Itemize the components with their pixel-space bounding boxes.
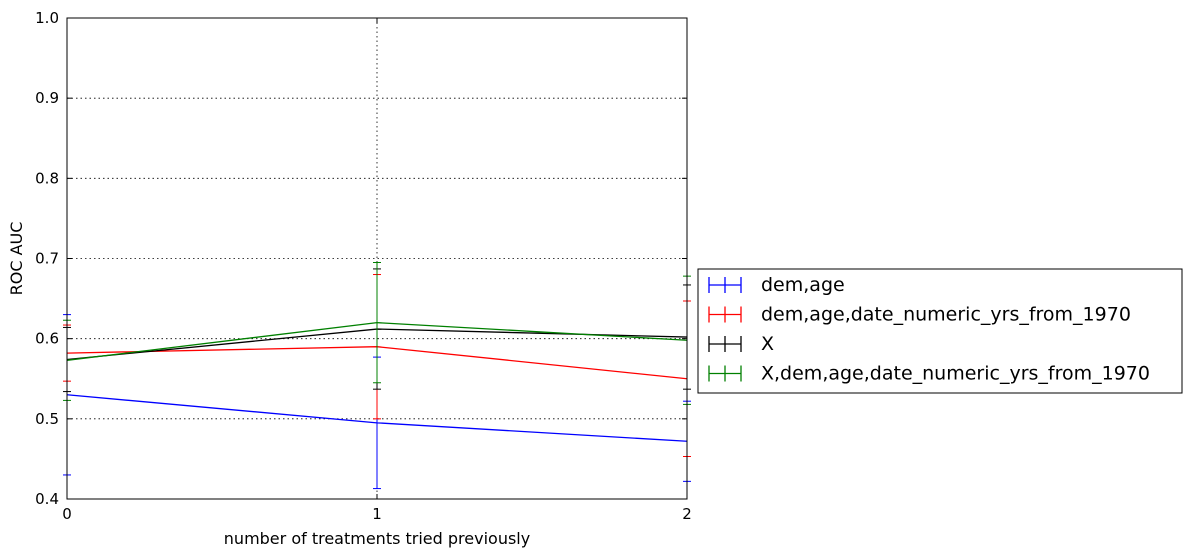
- legend-label: X,dem,age,date_numeric_yrs_from_1970: [761, 363, 1150, 385]
- x-tick-label: 0: [62, 505, 72, 523]
- y-tick-label: 0.4: [35, 490, 59, 508]
- series-layer: [63, 262, 691, 490]
- legend-item: dem,age,date_numeric_yrs_from_1970: [708, 304, 1131, 326]
- legend-frame: [697, 268, 1183, 394]
- y-tick-label: 0.5: [35, 410, 59, 428]
- y-tick-label: 0.8: [35, 169, 59, 187]
- x-tick-label: 2: [682, 505, 692, 523]
- series-line: [66, 394, 688, 442]
- legend-item: dem,age: [708, 274, 845, 296]
- y-axis-label: ROC AUC: [7, 222, 26, 296]
- series-3: [63, 262, 691, 405]
- legend-item: X: [708, 333, 774, 355]
- y-tick-label: 0.9: [35, 89, 59, 107]
- x-tick-label: 1: [372, 505, 382, 523]
- x-axis-label: number of treatments tried previously: [224, 529, 530, 548]
- legend: dem,age dem,age,date_numeric_yrs_from_197…: [697, 268, 1183, 394]
- series-line: [66, 321, 688, 361]
- y-tick-label: 0.6: [35, 330, 59, 348]
- legend-label: dem,age,date_numeric_yrs_from_1970: [761, 304, 1131, 326]
- y-tick-label: 1.0: [35, 9, 59, 27]
- axis-ticks: 0.4 0.5 0.6 0.7 0.8 0.9 1.0 0 1 2: [35, 9, 692, 523]
- legend-label: dem,age: [761, 274, 845, 296]
- legend-label: X: [761, 333, 774, 355]
- legend-item: X,dem,age,date_numeric_yrs_from_1970: [708, 363, 1150, 385]
- y-tick-label: 0.7: [35, 250, 59, 268]
